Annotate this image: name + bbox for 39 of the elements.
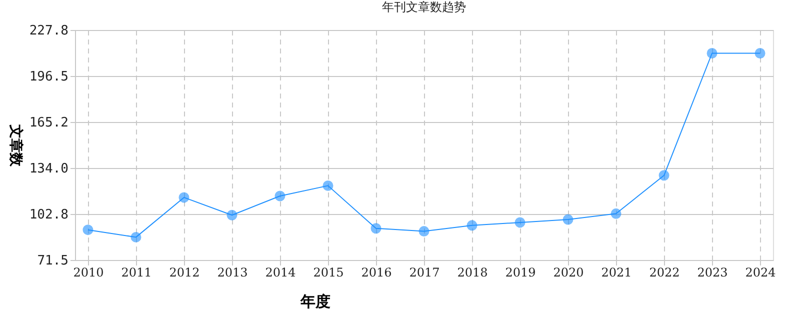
point	[130, 232, 142, 242]
x-tick-label: 2013	[217, 266, 248, 280]
x-tick-label: 2023	[697, 266, 728, 280]
x-tick-label: 2011	[121, 266, 152, 280]
point	[226, 210, 238, 220]
x-tick-label: 2014	[265, 266, 296, 280]
point	[418, 226, 430, 237]
point	[754, 48, 766, 58]
point	[562, 214, 574, 225]
point	[178, 192, 190, 203]
y-tick-label: 227.8	[29, 24, 68, 38]
x-axis-title: 年度	[300, 292, 330, 310]
y-tick-label: 165.2	[29, 116, 68, 131]
x-tick-label: 2020	[553, 266, 584, 280]
point	[274, 190, 286, 202]
point	[466, 220, 478, 231]
x-tick-label: 2019	[505, 266, 536, 280]
point	[322, 180, 334, 191]
point	[610, 208, 622, 219]
x-tick-label: 2022	[649, 266, 680, 280]
x-tick-label: 2010	[73, 266, 104, 280]
x-tick-label: 2016	[361, 266, 392, 280]
chart-title: 年刊文章数趋势	[382, 0, 466, 14]
y-tick-label: 196.5	[29, 70, 68, 85]
x-tick-label: 2017	[409, 266, 440, 280]
point	[658, 170, 670, 181]
y-tick-label: 71.5	[37, 254, 68, 268]
point	[82, 224, 94, 236]
point	[706, 48, 718, 58]
x-tick-label: 2012	[169, 266, 200, 280]
x-tick-label: 2024	[745, 266, 776, 280]
point	[370, 223, 382, 234]
x-tick-label: 2015	[313, 266, 344, 280]
x-tick-label: 2018	[457, 266, 488, 280]
y-tick-label: 102.8	[29, 207, 68, 222]
y-tick-label: 134.0	[29, 162, 68, 177]
point	[514, 217, 526, 228]
y-axis-title: 文章数	[7, 124, 24, 168]
x-tick-label: 2021	[601, 266, 632, 280]
